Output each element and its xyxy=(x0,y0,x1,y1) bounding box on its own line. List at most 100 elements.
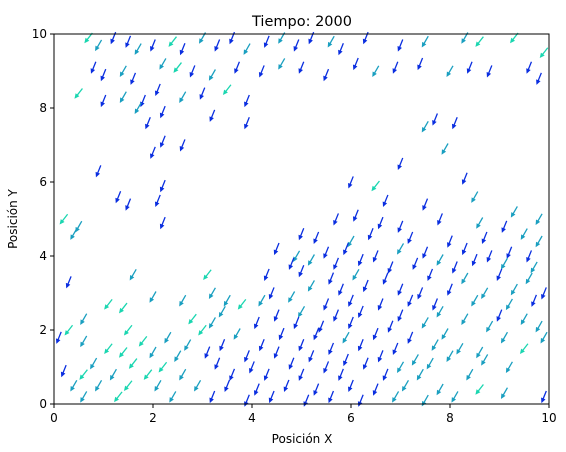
arrow xyxy=(496,309,503,322)
arrow xyxy=(70,379,78,392)
arrow xyxy=(143,369,153,380)
arrow xyxy=(362,31,369,45)
arrow xyxy=(218,305,226,318)
arrow xyxy=(209,390,216,404)
x-tick-label: 0 xyxy=(50,411,58,425)
arrow xyxy=(100,68,107,82)
arrow xyxy=(461,32,469,44)
arrow xyxy=(118,302,128,314)
arrow xyxy=(501,220,508,233)
arrow xyxy=(214,357,221,370)
arrow xyxy=(219,338,226,352)
arrow xyxy=(168,36,178,47)
arrow xyxy=(90,357,98,370)
arrow xyxy=(263,268,270,281)
arrow xyxy=(431,339,439,351)
arrow xyxy=(60,364,67,378)
arrow xyxy=(298,338,305,352)
arrow xyxy=(293,316,300,330)
arrow xyxy=(278,32,286,44)
arrow xyxy=(510,32,519,44)
arrow xyxy=(208,317,216,329)
arrow xyxy=(258,338,265,352)
arrow xyxy=(125,198,132,211)
x-tick-label: 6 xyxy=(347,411,355,425)
arrow xyxy=(134,43,142,55)
arrow xyxy=(432,298,439,311)
arrow xyxy=(313,327,320,341)
arrow xyxy=(401,379,410,392)
arrow xyxy=(328,272,335,285)
arrow xyxy=(119,65,127,78)
x-tick-label: 10 xyxy=(541,411,556,425)
arrow xyxy=(347,235,355,248)
arrow xyxy=(65,276,72,289)
arrow xyxy=(441,328,449,340)
arrow xyxy=(535,213,543,226)
arrow xyxy=(475,36,484,47)
arrow xyxy=(145,116,151,130)
arrow xyxy=(80,335,88,348)
arrow xyxy=(323,298,330,311)
arrow xyxy=(466,368,474,381)
arrow xyxy=(352,57,359,71)
arrow xyxy=(367,227,374,241)
arrow xyxy=(293,250,301,263)
arrow xyxy=(446,350,454,362)
arrow xyxy=(520,228,528,240)
x-tick-label: 4 xyxy=(248,411,256,425)
arrow xyxy=(505,298,513,311)
arrow xyxy=(476,217,484,229)
y-axis-ticks: 0 2 4 6 8 10 xyxy=(32,27,54,411)
arrow xyxy=(179,368,187,381)
arrow xyxy=(397,157,404,170)
arrow xyxy=(244,116,250,130)
arrow xyxy=(357,305,364,318)
arrow xyxy=(531,294,538,307)
arrow xyxy=(421,120,429,133)
arrow xyxy=(323,246,330,259)
arrow xyxy=(307,280,315,292)
arrow xyxy=(447,283,453,296)
arrow xyxy=(476,346,484,359)
arrow xyxy=(486,320,494,333)
arrow xyxy=(392,61,399,74)
arrow xyxy=(352,209,359,222)
arrow xyxy=(506,246,513,259)
arrow xyxy=(377,298,384,311)
arrow xyxy=(100,94,107,108)
arrow xyxy=(392,342,399,355)
arrow xyxy=(539,47,549,59)
arrow xyxy=(397,39,404,52)
arrow xyxy=(95,165,102,178)
arrow xyxy=(333,213,340,226)
arrow xyxy=(422,198,429,211)
arrow xyxy=(313,231,320,244)
arrow xyxy=(258,294,266,307)
arrow xyxy=(526,61,533,74)
arrow xyxy=(118,347,128,358)
arrow xyxy=(348,316,354,330)
arrow xyxy=(298,264,305,278)
arrow xyxy=(154,194,161,207)
arrow xyxy=(333,257,340,270)
arrow xyxy=(104,343,113,355)
y-tick-label: 8 xyxy=(39,101,47,115)
arrow xyxy=(154,83,161,96)
arrow xyxy=(377,216,384,230)
arrow xyxy=(115,190,122,204)
arrow xyxy=(125,35,132,48)
arrow xyxy=(179,42,186,56)
arrow xyxy=(209,109,216,122)
arrow xyxy=(268,390,275,404)
plot-frame xyxy=(53,33,550,405)
arrow xyxy=(110,31,117,45)
arrow xyxy=(198,324,207,336)
arrow xyxy=(268,287,275,300)
arrow xyxy=(188,313,197,325)
arrow xyxy=(308,31,315,45)
arrow xyxy=(387,261,394,274)
arrow xyxy=(273,242,280,256)
arrow xyxy=(520,313,528,325)
arrow xyxy=(184,339,192,351)
